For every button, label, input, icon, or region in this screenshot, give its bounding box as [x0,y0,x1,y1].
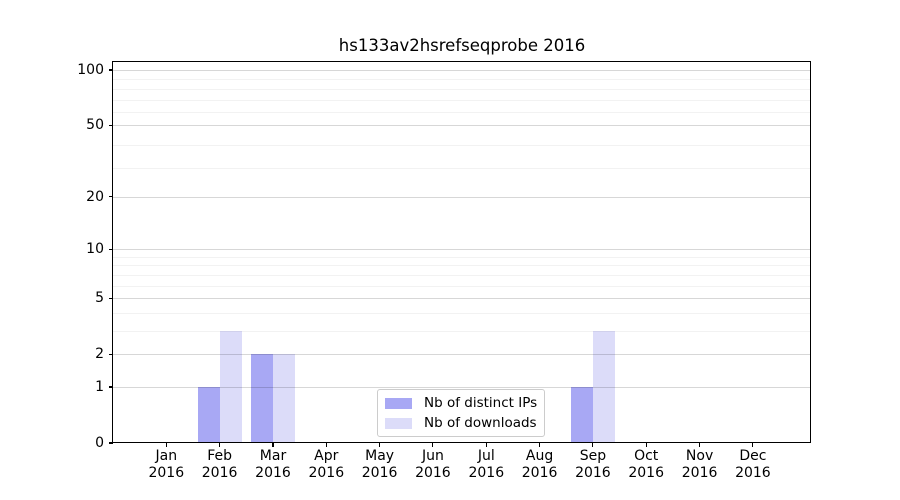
y-tick-label: 20 [86,188,104,205]
bar-distinct-ips-feb [197,387,220,442]
plot-area-border [112,61,811,443]
y-tick-label: 10 [86,241,104,258]
y-axis-tick [109,442,113,444]
minor-gridline [113,144,810,146]
major-gridline [113,196,810,198]
y-axis-tick [109,69,113,71]
major-gridline [113,354,810,356]
bar-downloads-sep [592,331,615,442]
bar-downloads-feb [219,331,242,442]
major-gridline [113,387,810,388]
y-tick-label: 5 [95,290,104,307]
minor-gridline [113,256,810,258]
bar-distinct-ips-mar [251,354,273,442]
x-tick-label: Jan 2016 [148,448,185,481]
legend-item-distinct-ips: Nb of distinct IPs [384,394,538,412]
y-axis-tick [109,386,113,388]
minor-gridline [113,265,810,267]
chart-title: hs133av2hsrefseqprobe 2016 [338,36,586,55]
x-axis-tick [165,443,167,447]
x-tick-label: Jun 2016 [415,448,451,481]
x-axis-tick [379,443,381,447]
minor-gridline [113,274,810,276]
major-gridline [113,298,810,300]
x-tick-label: Apr 2016 [308,448,345,481]
x-axis-tick [325,443,327,447]
y-tick-label: 2 [95,346,104,363]
major-gridline [113,70,810,71]
x-axis-tick [592,443,594,447]
x-tick-label: Sep 2016 [575,448,611,481]
x-tick-label: Aug 2016 [521,448,558,481]
legend-item-downloads: Nb of downloads [384,414,538,432]
x-axis-tick [272,443,274,447]
y-axis-tick [109,297,113,299]
legend: Nb of distinct IPs Nb of downloads [377,389,545,437]
legend-swatch-downloads-icon [385,417,412,429]
minor-gridline [113,312,810,314]
x-axis-tick [432,443,434,447]
bar-downloads-mar [273,354,295,442]
x-axis-tick [645,443,647,447]
bar-distinct-ips-sep [570,387,593,442]
x-tick-label: May 2016 [361,448,398,481]
x-axis-tick [485,443,487,447]
y-tick-label: 0 [95,435,104,451]
legend-swatch-distinct-ips-icon [385,397,412,409]
x-tick-label: Mar 2016 [255,448,291,481]
y-tick-label: 50 [86,117,104,134]
legend-label-distinct-ips: Nb of distinct IPs [424,395,538,411]
x-tick-label: Oct 2016 [628,448,664,481]
y-axis-tick [109,196,113,198]
minor-gridline [113,99,810,101]
minor-gridline [113,285,810,287]
minor-gridline [113,88,810,90]
major-gridline [113,125,810,127]
x-axis-tick [699,443,701,447]
minor-gridline [113,79,810,81]
x-tick-label: Feb 2016 [201,448,238,481]
x-axis-tick [752,443,754,447]
x-axis-tick [539,443,541,447]
y-axis-tick [109,248,113,250]
x-tick-label: Nov 2016 [681,448,718,481]
y-axis-tick [109,353,113,355]
x-axis-tick [219,443,221,447]
y-axis-tick [109,124,113,126]
minor-gridline [113,168,810,170]
x-tick-label: Dec 2016 [735,448,771,481]
y-tick-label: 100 [77,62,104,78]
y-tick-label: 1 [95,379,104,395]
major-gridline [113,249,810,251]
x-tick-label: Jul 2016 [468,448,505,481]
minor-gridline [113,112,810,114]
legend-label-downloads: Nb of downloads [424,415,537,431]
minor-gridline [113,331,810,332]
